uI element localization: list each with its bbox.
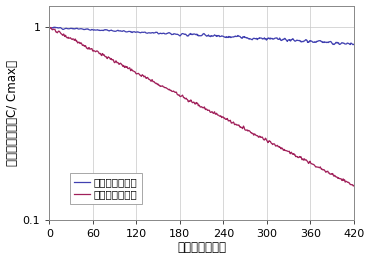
ミスト帯電あり (351, 184, 356, 187)
ミスト帯電あり (250, 132, 255, 135)
ミスト帯電あり (125, 67, 130, 70)
ミスト帯電あり (185, 98, 189, 101)
Line: ミスト帯電なし: ミスト帯電なし (49, 27, 354, 45)
ミスト帯電なし (185, 35, 190, 38)
ミスト帯電あり (47, 26, 51, 29)
ミスト帯電あり (226, 119, 231, 122)
ミスト帯電なし (101, 29, 106, 32)
Legend: ミスト帯電なし, ミスト帯電あり: ミスト帯電なし, ミスト帯電あり (70, 173, 142, 204)
ミスト帯電あり (101, 54, 105, 57)
ミスト帯電なし (227, 35, 232, 38)
ミスト帯電あり (276, 145, 281, 148)
ミスト帯電なし (351, 43, 356, 46)
Y-axis label: 基準化濃度（＝C/ Cmax）: 基準化濃度（＝C/ Cmax） (6, 60, 18, 166)
ミスト帯電なし (251, 37, 255, 40)
Line: ミスト帯電あり: ミスト帯電あり (49, 28, 354, 186)
ミスト帯電あり (352, 184, 356, 187)
ミスト帯電なし (53, 25, 57, 29)
ミスト帯電なし (126, 30, 130, 33)
X-axis label: 経過時間（秒）: 経過時間（秒） (177, 242, 226, 255)
ミスト帯電なし (277, 38, 281, 41)
ミスト帯電なし (352, 43, 356, 46)
ミスト帯電なし (47, 26, 51, 29)
